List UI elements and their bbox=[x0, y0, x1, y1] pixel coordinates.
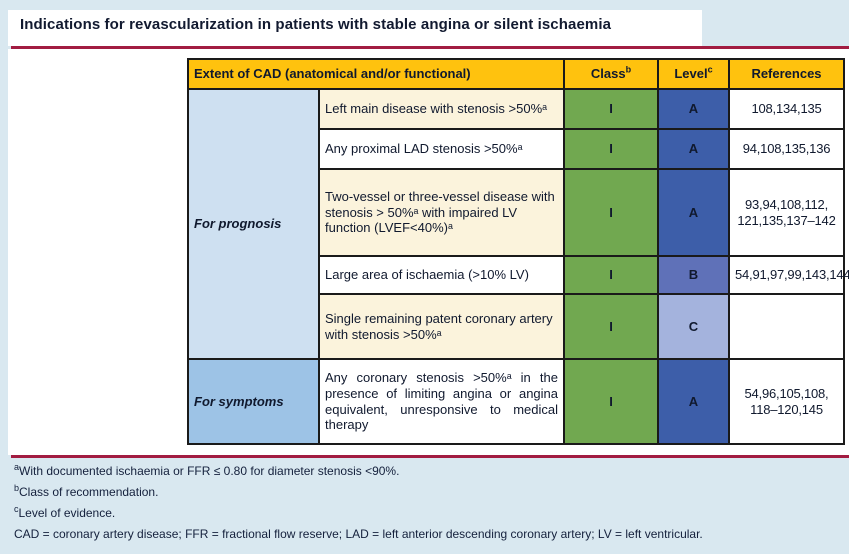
header-class-sup: b bbox=[625, 64, 632, 75]
footnote-a-text: With documented ischaemia or FFR ≤ 0.80 … bbox=[19, 464, 400, 478]
class-cell: I bbox=[563, 88, 659, 130]
footnote-a-sup: a bbox=[14, 462, 20, 472]
class-cell: I bbox=[563, 128, 659, 170]
references-cell: 93,94,108,112, 121,135,137–142 bbox=[728, 168, 845, 257]
footnote-c-sup: c bbox=[14, 504, 19, 514]
table-row: Any proximal LAD stenosis >50%ᵃ I A 94,1… bbox=[188, 128, 845, 170]
top-rule bbox=[11, 46, 849, 49]
level-cell: A bbox=[657, 88, 730, 130]
header-references: References bbox=[728, 58, 845, 90]
page-title: Indications for revascularization in pat… bbox=[20, 16, 612, 33]
class-cell: I bbox=[563, 293, 659, 360]
group-label-for-prognosis: For prognosis bbox=[187, 88, 320, 360]
header-level-label: Level bbox=[674, 66, 708, 82]
footnotes: aWith documented ischaemia or FFR ≤ 0.80… bbox=[14, 462, 837, 548]
references-cell: 54,91,97,99,143,144 bbox=[728, 255, 849, 295]
indication-proximal-lad: Any proximal LAD stenosis >50%ᵃ bbox=[318, 128, 565, 170]
table-row: Large area of ischaemia (>10% LV) I B 54… bbox=[188, 255, 849, 295]
bottom-rule bbox=[11, 455, 849, 458]
level-cell: A bbox=[657, 168, 730, 257]
header-level: Levelc bbox=[657, 58, 730, 90]
header-class: Classb bbox=[563, 58, 659, 90]
indication-left-main: Left main disease with stenosis >50%ᵃ bbox=[318, 88, 565, 130]
table-header-row: Extent of CAD (anatomical and/or functio… bbox=[187, 58, 845, 90]
references-cell bbox=[728, 293, 845, 360]
footnote-abbreviations-text: CAD = coronary artery disease; FFR = fra… bbox=[14, 527, 703, 541]
footnote-b-sup: b bbox=[14, 483, 20, 493]
class-cell: I bbox=[563, 255, 659, 295]
indication-large-ischaemia: Large area of ischaemia (>10% LV) bbox=[318, 255, 565, 295]
indication-two-three-vessel: Two-vessel or three-vessel disease with … bbox=[318, 168, 565, 257]
title-band bbox=[8, 10, 702, 46]
header-extent-of-cad: Extent of CAD (anatomical and/or functio… bbox=[187, 58, 565, 90]
class-cell: I bbox=[563, 168, 659, 257]
level-cell: A bbox=[657, 358, 730, 445]
footnote-b: bClass of recommendation. bbox=[14, 483, 837, 500]
table-row: For symptoms Any coronary stenosis >50%ᵃ… bbox=[187, 358, 845, 445]
table-row: Single remaining patent coronary artery … bbox=[188, 293, 845, 360]
header-level-sup: c bbox=[707, 64, 713, 75]
level-cell: B bbox=[657, 255, 730, 295]
group-label-for-symptoms: For symptoms bbox=[187, 358, 320, 445]
class-cell: I bbox=[563, 358, 659, 445]
footnote-a: aWith documented ischaemia or FFR ≤ 0.80… bbox=[14, 462, 837, 479]
footnote-b-text: Class of recommendation. bbox=[19, 485, 159, 499]
references-cell: 108,134,135 bbox=[728, 88, 845, 130]
recommendations-table: Extent of CAD (anatomical and/or functio… bbox=[187, 58, 849, 445]
header-class-label: Class bbox=[590, 66, 626, 82]
indication-single-remaining: Single remaining patent coronary artery … bbox=[318, 293, 565, 360]
indication-any-coronary-stenosis: Any coronary stenosis >50%ᵃ in the prese… bbox=[318, 358, 565, 445]
footnote-c-text: Level of evidence. bbox=[18, 506, 116, 520]
table-row: For prognosis Left main disease with ste… bbox=[187, 88, 845, 360]
references-cell: 94,108,135,136 bbox=[728, 128, 845, 170]
footnote-abbreviations: CAD = coronary artery disease; FFR = fra… bbox=[14, 527, 837, 541]
table-row: Two-vessel or three-vessel disease with … bbox=[188, 168, 845, 257]
level-cell: C bbox=[657, 293, 730, 360]
level-cell: A bbox=[657, 128, 730, 170]
footnote-c: cLevel of evidence. bbox=[14, 504, 837, 521]
references-cell: 54,96,105,108, 118–120,145 bbox=[728, 358, 845, 445]
